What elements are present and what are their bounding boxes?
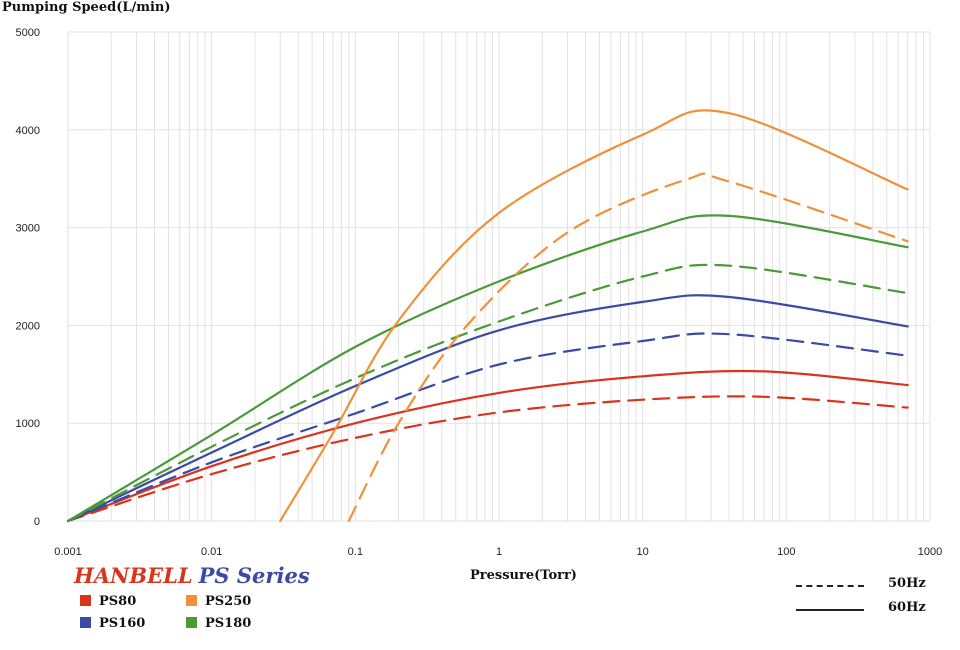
series-line-ps80-60hz (66, 369, 909, 523)
x-tick-label: 100 (777, 546, 795, 558)
legend-label-ps80: PS80 (99, 594, 137, 609)
legend-dashed-line (796, 585, 864, 587)
legend-item-ps160: PS160 (80, 616, 145, 631)
legend-label-60hz: 60Hz (888, 600, 926, 615)
series-line-ps180-50hz (66, 263, 909, 523)
y-axis-title: Pumping Speed(L/min) (2, 0, 171, 15)
legend-item-ps80: PS80 (80, 594, 136, 609)
x-tick-label: 1 (496, 546, 502, 558)
series-line-ps160-50hz (66, 332, 909, 523)
series-line-ps250-50hz (347, 172, 909, 523)
legend-swatch-ps160 (80, 617, 91, 628)
x-tick-label: 0.001 (54, 546, 82, 558)
legend-label-ps250: PS250 (205, 594, 252, 609)
x-tick-label: 10 (637, 546, 649, 558)
y-tick-label: 1000 (16, 418, 40, 430)
y-tick-label: 5000 (16, 27, 40, 39)
brand-series: PS Series (198, 563, 310, 588)
legend-label-ps160: PS160 (99, 616, 146, 631)
y-tick-label: 3000 (16, 223, 40, 235)
series-line-ps80-50hz (66, 395, 909, 523)
series-line-ps250-60hz (279, 109, 909, 523)
y-tick-label: 0 (34, 516, 40, 528)
legend-swatch-ps180 (186, 617, 197, 628)
grid (67, 31, 931, 522)
y-tick-label: 4000 (16, 125, 40, 137)
legend-swatch-ps250 (186, 595, 197, 606)
legend-swatch-ps80 (80, 595, 91, 606)
brand-name: HANBELL (74, 563, 193, 588)
legend-solid-line (796, 609, 864, 611)
x-tick-label: 0.01 (201, 546, 222, 558)
series-line-ps180-60hz (66, 214, 909, 523)
x-tick-label: 0.1 (348, 546, 363, 558)
series-line-ps160-60hz (66, 294, 909, 523)
legend-item-ps250: PS250 (186, 594, 251, 609)
legend-item-ps180: PS180 (186, 616, 251, 631)
x-tick-label: 1000 (918, 546, 942, 558)
y-tick-label: 2000 (16, 320, 40, 332)
x-axis-title: Pressure(Torr) (470, 568, 577, 583)
axis-ticks: 0.001 0.01 0.1 1 10 100 1000 0 1000 2000 3000 4000 5… (16, 27, 943, 558)
legend-label-ps180: PS180 (205, 616, 252, 631)
series-lines (66, 109, 909, 523)
legend-label-50hz: 50Hz (888, 576, 926, 591)
brand-title: HANBELL PS Series (74, 563, 310, 588)
